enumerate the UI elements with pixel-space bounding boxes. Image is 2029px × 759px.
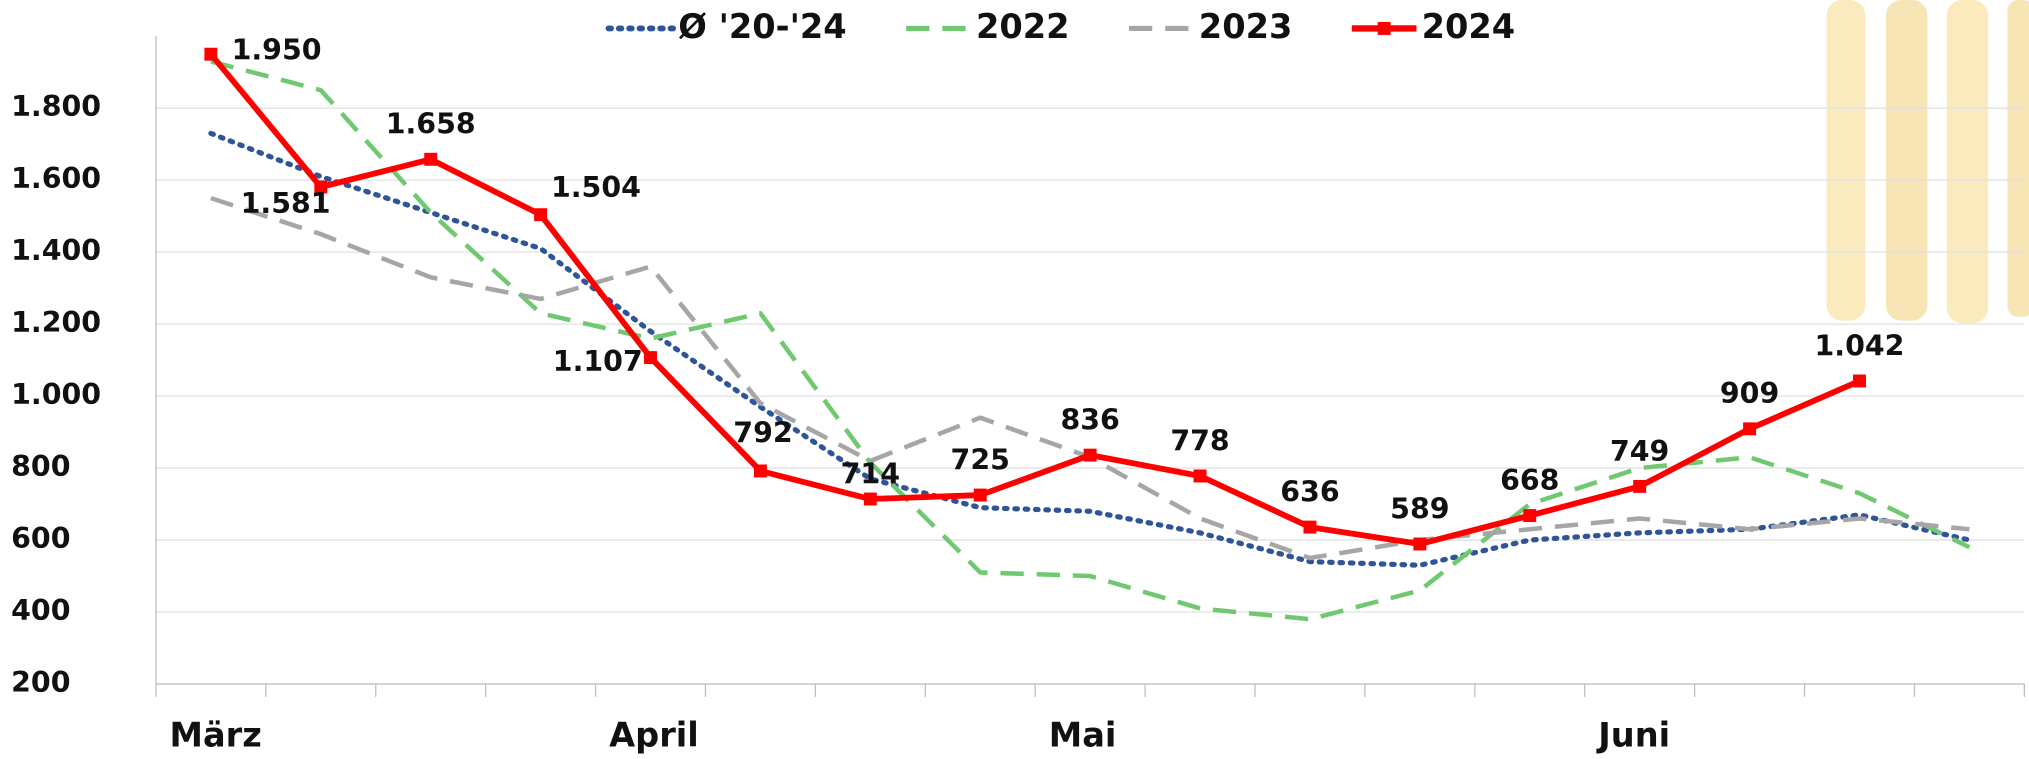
chart: 200 400 600 800 1.000 1.200 1.400 1.600 1.800 Mär…: [0, 0, 2029, 759]
point-marker: [644, 351, 657, 364]
data-label: 909: [1720, 377, 1779, 410]
data-label: 589: [1390, 492, 1449, 525]
legend-label: Ø '20-'24: [678, 7, 846, 46]
y-tick-label: 1.000: [11, 378, 101, 411]
point-marker: [1853, 375, 1866, 388]
y-tick-label: 1.800: [11, 90, 101, 123]
y-tick-label: 400: [11, 594, 70, 627]
data-label: 749: [1610, 435, 1669, 468]
series-line: [211, 61, 1970, 619]
series-line: [211, 133, 1970, 565]
x-tick-label: Mai: [1049, 716, 1117, 755]
data-label: 725: [951, 443, 1010, 476]
y-tick-label: 800: [11, 450, 70, 483]
point-marker: [864, 493, 877, 506]
point-marker: [534, 208, 547, 221]
legend-label: 2022: [976, 7, 1070, 46]
y-tick-label: 1.200: [11, 306, 101, 339]
data-label: 1.658: [386, 108, 476, 141]
y-tick-label: 200: [11, 666, 70, 699]
point-marker: [424, 153, 437, 166]
data-label: 1.107: [553, 345, 643, 378]
data-label: 836: [1060, 403, 1119, 436]
y-tick-label: 1.400: [11, 234, 101, 267]
point-marker: [1084, 449, 1097, 462]
x-tick-label: Juni: [1596, 716, 1670, 755]
point-marker: [1743, 422, 1756, 435]
point-marker: [1303, 521, 1316, 534]
data-label: 714: [841, 458, 900, 491]
point-marker: [1194, 470, 1207, 483]
y-tick-label: 1.600: [11, 162, 101, 195]
x-tick-label: April: [609, 716, 699, 755]
point-marker: [204, 48, 217, 61]
x-tick-label: März: [170, 716, 262, 755]
data-label: 668: [1500, 464, 1559, 497]
legend-label: 2023: [1199, 7, 1293, 46]
data-label: 1.042: [1815, 329, 1905, 362]
y-tick-label: 600: [11, 522, 70, 555]
data-label: 1.581: [241, 187, 331, 220]
data-label: 778: [1170, 424, 1229, 457]
point-marker: [1523, 509, 1536, 522]
legend-label: 2024: [1422, 7, 1516, 46]
data-label: 1.950: [232, 34, 322, 67]
point-marker: [754, 464, 767, 477]
point-marker: [1413, 538, 1426, 551]
legend-marker: [1378, 22, 1391, 35]
point-marker: [1633, 480, 1646, 493]
point-marker: [974, 489, 987, 502]
data-label: 1.504: [551, 171, 641, 204]
data-label: 792: [733, 417, 792, 450]
asparagus-decoration: [1827, 0, 2029, 323]
data-label: 636: [1280, 475, 1339, 508]
